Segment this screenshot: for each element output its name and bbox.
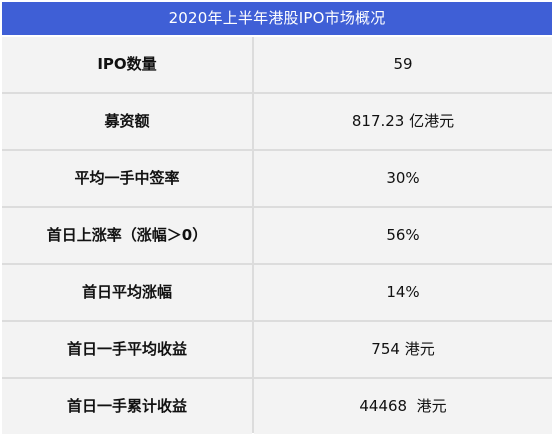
row-value-ipo-count: 59 (254, 37, 552, 92)
row-value-first-day-avg-gain: 14% (254, 265, 552, 320)
row-label-ipo-count: IPO数量 (2, 37, 252, 92)
row-label-allotment-rate: 平均一手中签率 (2, 151, 252, 206)
row-value-avg-lot-profit: 754 港元 (254, 322, 552, 377)
table-body: IPO数量 59 募资额 817.23 亿港元 平均一手中签率 30% 首日上涨… (2, 37, 552, 434)
row-label-cumulative-lot-profit: 首日一手累计收益 (2, 379, 252, 434)
table-title: 2020年上半年港股IPO市场概况 (2, 2, 552, 35)
table-row: 首日一手累计收益 44468 港元 (2, 379, 552, 434)
table-row: 首日平均涨幅 14% (2, 265, 552, 320)
table-row: 募资额 817.23 亿港元 (2, 94, 552, 149)
row-value-cumulative-lot-profit: 44468 港元 (254, 379, 552, 434)
row-label-first-day-rise-rate: 首日上涨率（涨幅＞0） (2, 208, 252, 263)
table-row: 首日一手平均收益 754 港元 (2, 322, 552, 377)
table-row: 首日上涨率（涨幅＞0） 56% (2, 208, 552, 263)
table-row: 平均一手中签率 30% (2, 151, 552, 206)
row-label-avg-lot-profit: 首日一手平均收益 (2, 322, 252, 377)
row-label-first-day-avg-gain: 首日平均涨幅 (2, 265, 252, 320)
row-label-fundraising: 募资额 (2, 94, 252, 149)
row-value-allotment-rate: 30% (254, 151, 552, 206)
table-row: IPO数量 59 (2, 37, 552, 92)
row-value-fundraising: 817.23 亿港元 (254, 94, 552, 149)
row-value-first-day-rise-rate: 56% (254, 208, 552, 263)
